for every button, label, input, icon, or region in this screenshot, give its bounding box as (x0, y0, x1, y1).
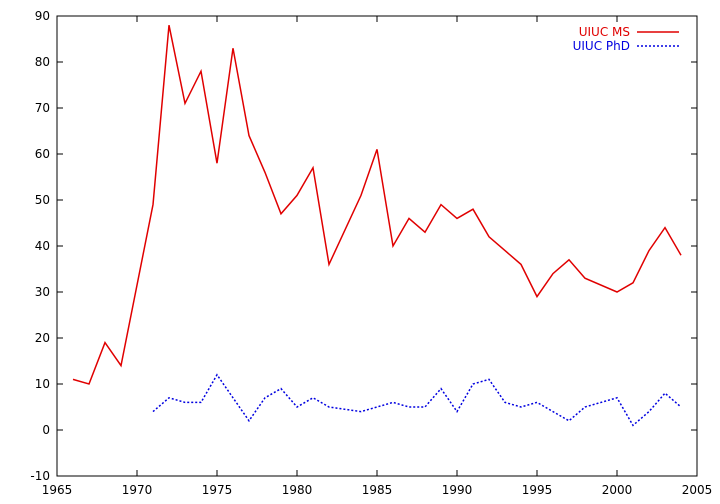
legend-label-uiuc-ms: UIUC MS (579, 25, 630, 39)
data-point-uiuc-phd (552, 410, 555, 413)
data-point-uiuc-phd (472, 383, 475, 386)
data-point-uiuc-phd (184, 401, 187, 404)
data-point-uiuc-ms (232, 47, 235, 50)
data-point-uiuc-ms (664, 226, 667, 229)
y-tick-label: 20 (35, 331, 50, 345)
data-point-uiuc-ms (456, 217, 459, 220)
data-point-uiuc-phd (248, 419, 251, 422)
data-point-uiuc-ms (152, 203, 155, 206)
data-point-uiuc-ms (680, 254, 683, 257)
data-point-uiuc-ms (168, 24, 171, 27)
x-tick-label: 1995 (522, 483, 553, 497)
data-point-uiuc-ms (280, 212, 283, 215)
y-tick-label: 30 (35, 285, 50, 299)
legend-label-uiuc-phd: UIUC PhD (573, 39, 630, 53)
data-point-uiuc-ms (552, 272, 555, 275)
y-tick-label: 70 (35, 101, 50, 115)
data-point-uiuc-phd (296, 406, 299, 409)
data-point-uiuc-phd (648, 410, 651, 413)
data-point-uiuc-phd (232, 396, 235, 399)
series-line-uiuc-ms (72, 25, 682, 385)
x-tick-label: 1965 (42, 483, 73, 497)
data-point-uiuc-phd (664, 392, 667, 395)
data-point-uiuc-phd (536, 401, 539, 404)
data-point-uiuc-ms (616, 291, 619, 294)
data-point-uiuc-phd (680, 406, 683, 409)
data-point-uiuc-phd (568, 419, 571, 422)
data-point-uiuc-phd (360, 410, 363, 413)
data-point-uiuc-phd (376, 406, 379, 409)
data-point-uiuc-ms (184, 102, 187, 105)
y-axis: -10 0 10 20 30 40 50 60 70 80 90 (30, 9, 697, 483)
data-point-uiuc-phd (504, 401, 507, 404)
x-tick-label: 1975 (202, 483, 233, 497)
data-point-uiuc-phd (328, 406, 331, 409)
y-tick-label: 50 (35, 193, 50, 207)
data-point-uiuc-phd (424, 406, 427, 409)
data-point-uiuc-ms (584, 277, 587, 280)
data-point-uiuc-phd (520, 406, 523, 409)
data-point-uiuc-phd (584, 406, 587, 409)
y-tick-label: 10 (35, 377, 50, 391)
data-point-uiuc-ms (264, 171, 267, 174)
data-point-uiuc-phd (280, 387, 283, 390)
data-point-uiuc-phd (440, 387, 443, 390)
data-point-uiuc-ms (440, 203, 443, 206)
data-point-uiuc-phd (216, 373, 219, 376)
data-point-uiuc-ms (536, 295, 539, 298)
data-point-uiuc-ms (312, 166, 315, 169)
data-point-uiuc-phd (408, 406, 411, 409)
data-point-uiuc-ms (424, 231, 427, 234)
x-tick-label: 1990 (442, 483, 473, 497)
x-tick-label: 1970 (122, 483, 153, 497)
data-point-uiuc-ms (568, 258, 571, 261)
data-point-uiuc-ms (504, 249, 507, 252)
data-point-uiuc-ms (248, 134, 251, 137)
y-tick-label: 40 (35, 239, 50, 253)
data-point-uiuc-phd (456, 410, 459, 413)
data-point-uiuc-ms (472, 208, 475, 211)
y-tick-label: 60 (35, 147, 50, 161)
y-tick-label: 0 (42, 423, 50, 437)
data-point-uiuc-phd (152, 410, 155, 413)
data-point-uiuc-ms (376, 148, 379, 151)
data-point-uiuc-ms (648, 249, 651, 252)
x-axis: 1965 1970 1975 1980 1985 1990 1995 2000 2005 (42, 16, 713, 497)
data-point-uiuc-ms (216, 162, 219, 165)
data-point-uiuc-phd (616, 396, 619, 399)
data-point-uiuc-phd (632, 424, 635, 427)
data-point-uiuc-ms (408, 217, 411, 220)
data-point-uiuc-phd (264, 396, 267, 399)
y-tick-label: -10 (30, 469, 50, 483)
x-tick-label: 2000 (602, 483, 633, 497)
series-layer (72, 24, 683, 427)
data-point-uiuc-ms (488, 235, 491, 238)
data-point-uiuc-ms (120, 364, 123, 367)
x-tick-label: 1985 (362, 483, 393, 497)
y-tick-label: 90 (35, 9, 50, 23)
data-point-uiuc-ms (328, 263, 331, 266)
data-point-uiuc-phd (488, 378, 491, 381)
data-point-uiuc-ms (392, 245, 395, 248)
x-tick-label: 1980 (282, 483, 313, 497)
data-point-uiuc-phd (168, 396, 171, 399)
data-point-uiuc-phd (312, 396, 315, 399)
data-point-uiuc-ms (632, 281, 635, 284)
y-tick-label: 80 (35, 55, 50, 69)
data-point-uiuc-ms (296, 194, 299, 197)
data-point-uiuc-ms (520, 263, 523, 266)
data-point-uiuc-ms (88, 383, 91, 386)
x-tick-label: 2005 (682, 483, 713, 497)
data-point-uiuc-phd (392, 401, 395, 404)
data-point-uiuc-ms (200, 70, 203, 73)
data-point-uiuc-ms (360, 194, 363, 197)
series-line-uiuc-phd (152, 373, 682, 427)
data-point-uiuc-ms (72, 378, 75, 381)
data-point-uiuc-ms (104, 341, 107, 344)
data-point-uiuc-phd (200, 401, 203, 404)
